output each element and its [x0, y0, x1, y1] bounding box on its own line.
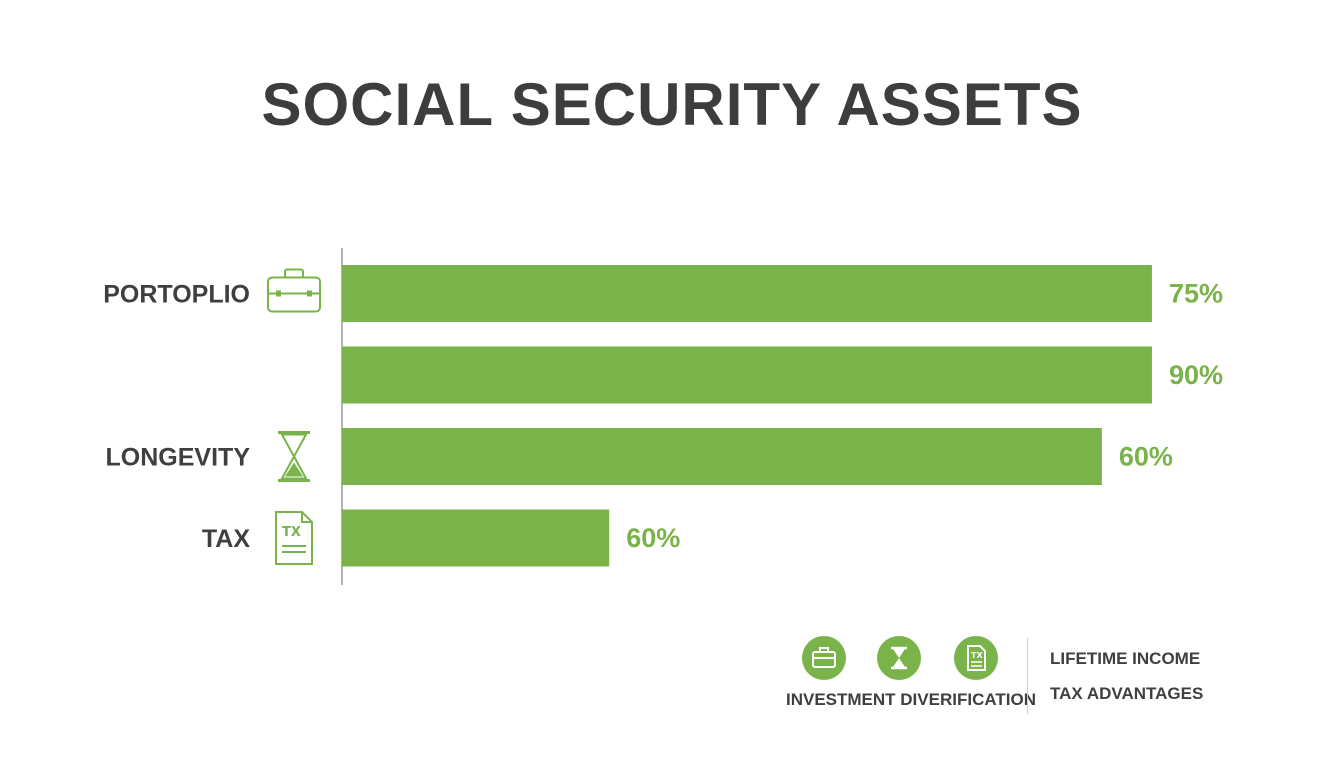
bar — [342, 265, 1152, 322]
legend-divider — [1027, 638, 1028, 714]
svg-text:TX: TX — [971, 651, 983, 660]
tax-document-icon: TX — [275, 511, 313, 565]
category-label: TAX — [202, 525, 250, 553]
bar — [342, 509, 610, 567]
value-label: 60% — [1119, 442, 1173, 472]
bar-chart: 75% PORTOPLIO 90% 60% LONGEVITY 60% TAX TX — [103, 248, 1223, 585]
category-label: PORTOPLIO — [103, 281, 250, 309]
legend-label-tax-advantages: TAX ADVANTAGES — [1050, 684, 1204, 703]
bar — [342, 428, 1102, 485]
svg-text:TX: TX — [282, 525, 301, 540]
legend-briefcase-icon — [802, 636, 846, 680]
value-label: 75% — [1169, 279, 1223, 309]
legend: TX INVESTMENT DIVERIFICATION LIFETIME IN… — [784, 634, 1224, 724]
legend-label-lifetime-income: LIFETIME INCOME — [1050, 649, 1201, 668]
category-label: LONGEVITY — [106, 444, 251, 472]
value-label: 60% — [626, 523, 680, 553]
value-label: 90% — [1169, 360, 1223, 390]
briefcase-icon — [267, 268, 321, 313]
legend-hourglass-icon — [877, 636, 921, 680]
legend-label-investment-diversification: INVESTMENT DIVERIFICATION — [786, 690, 1036, 709]
page-title: SOCIAL SECURITY ASSETS — [261, 71, 1083, 138]
bar — [342, 346, 1152, 404]
hourglass-icon — [278, 431, 310, 482]
legend-tax-document-icon: TX — [954, 636, 998, 680]
